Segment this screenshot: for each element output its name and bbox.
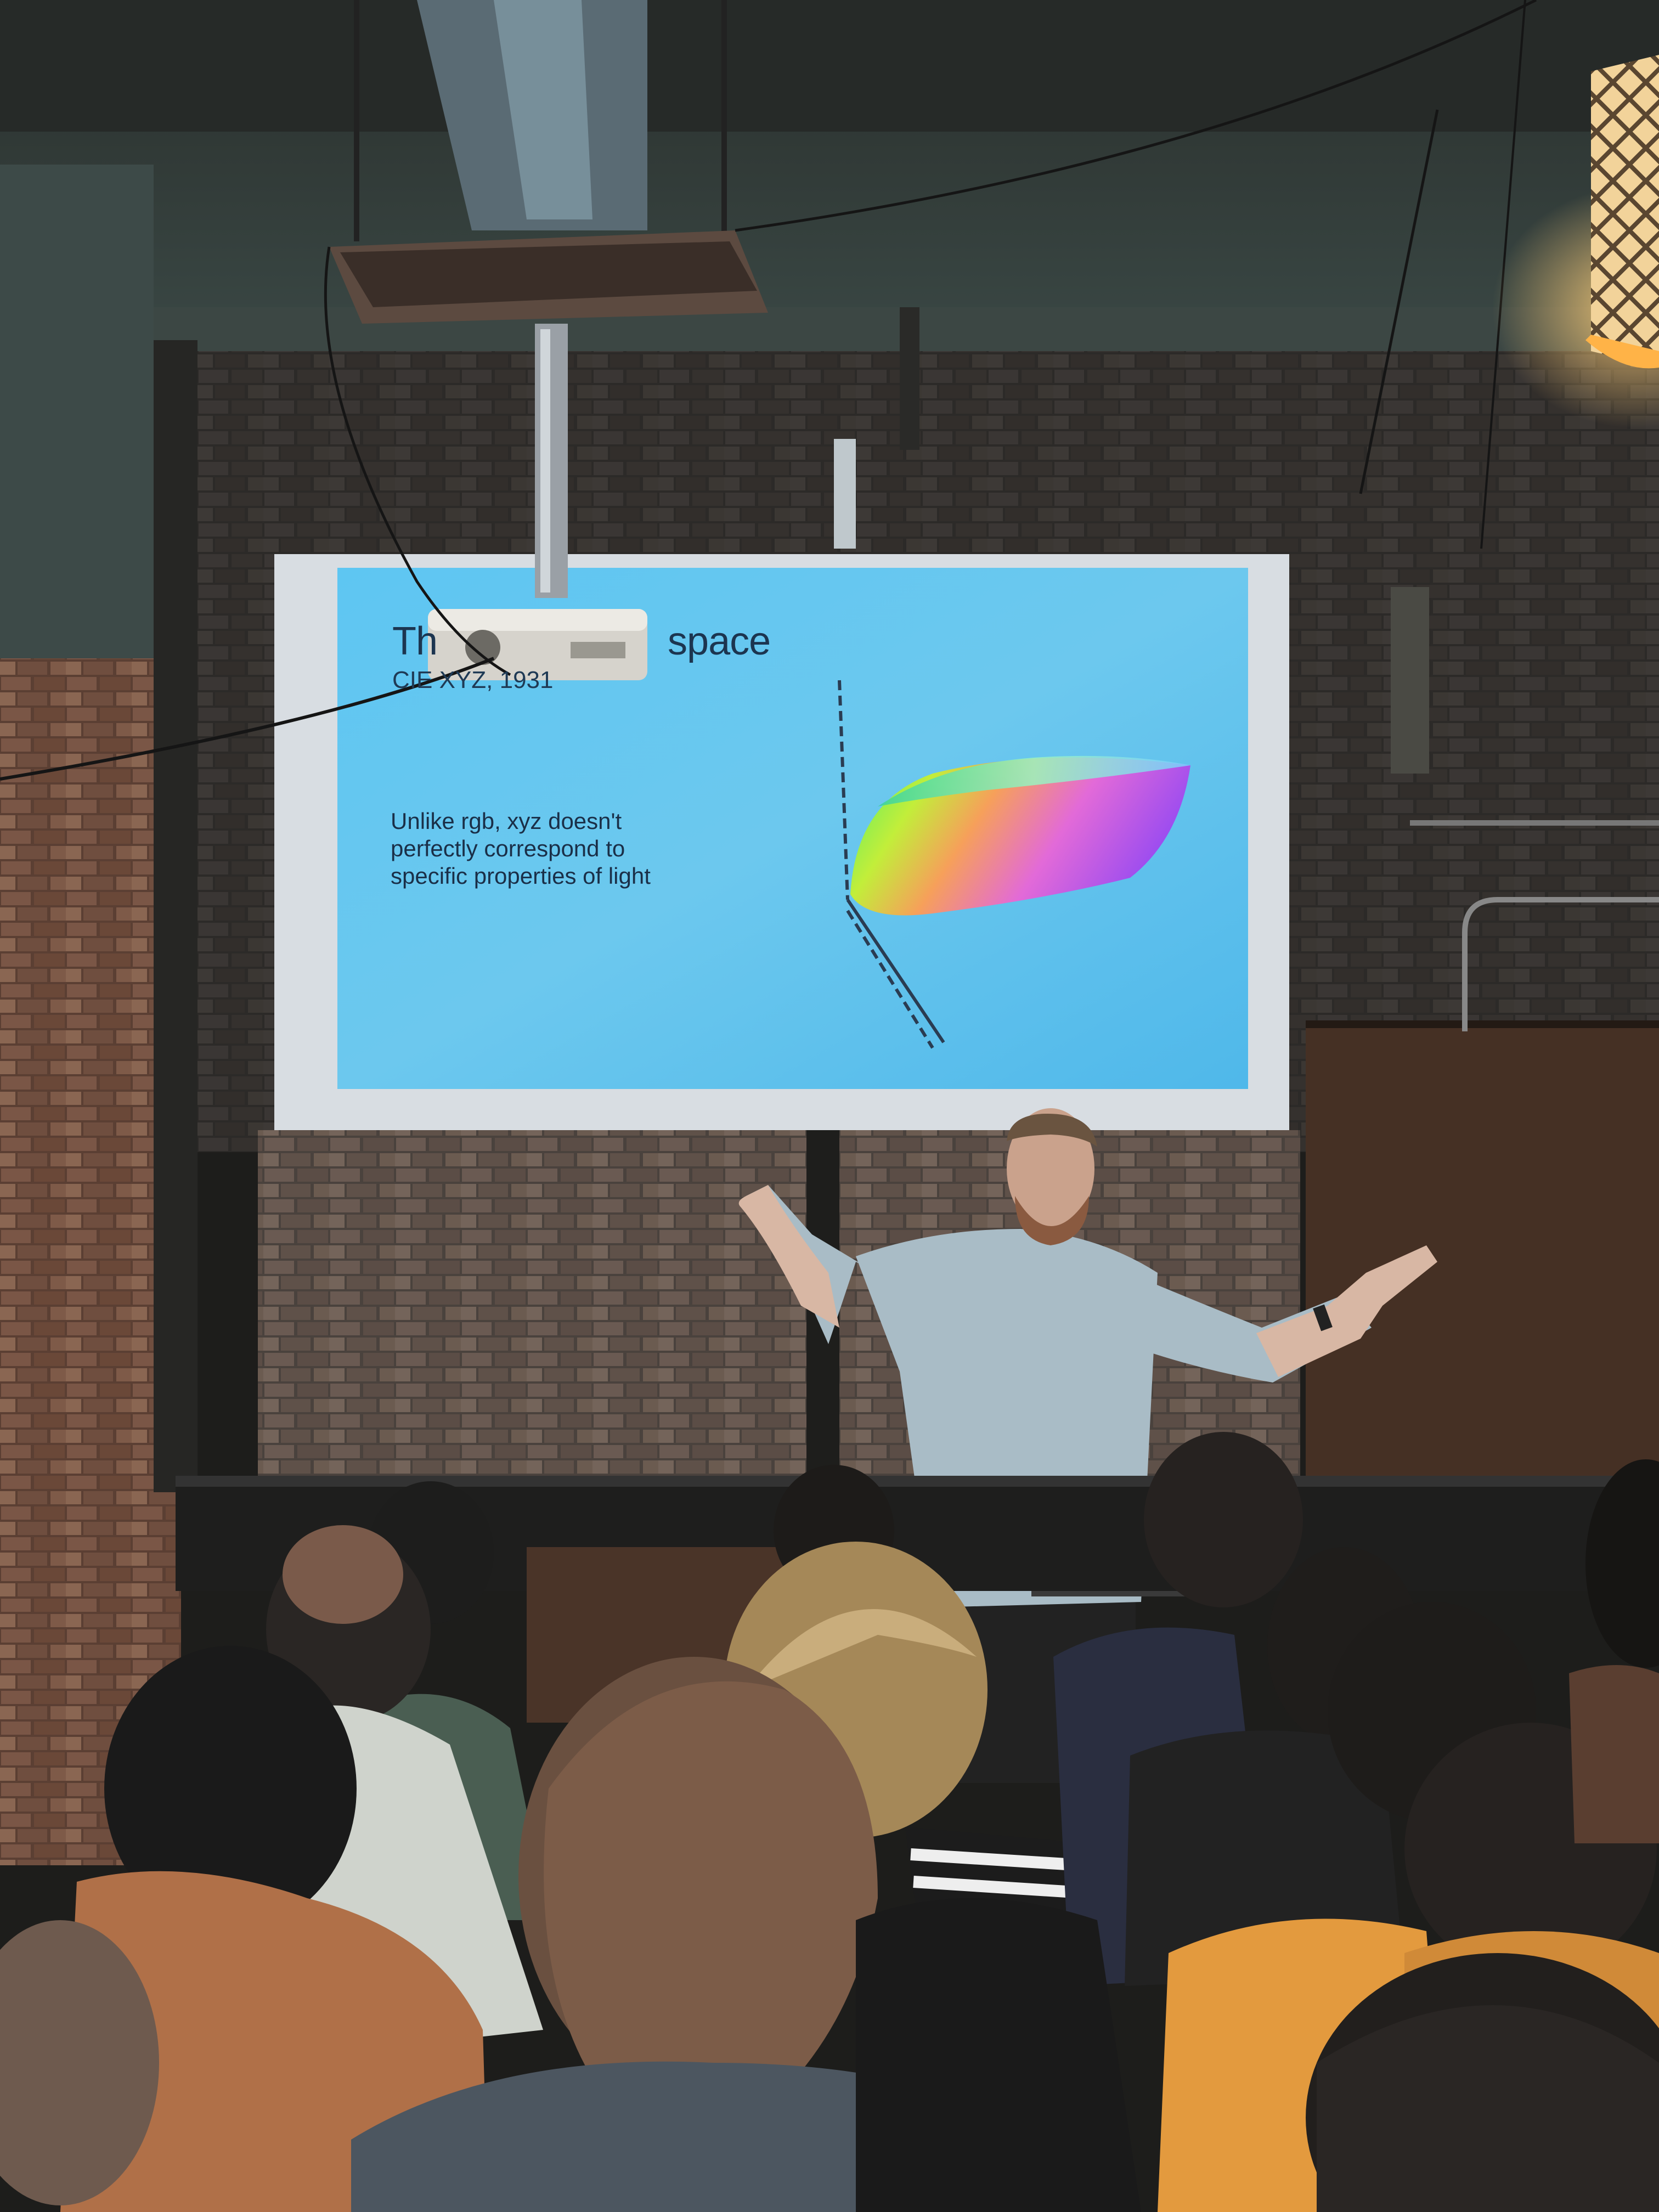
slide-subtitle: CIE XYZ, 1931 [392, 667, 554, 693]
audience [0, 1432, 1659, 2212]
pendant-lamp [1492, 55, 1659, 428]
left-brick-pillar [0, 658, 181, 1865]
wooden-door [1306, 1026, 1659, 1487]
slide-body-text: Unlike rgb, xyz doesn't perfectly corres… [391, 808, 651, 889]
slide-title-right: space [668, 619, 771, 663]
slide-title: Th space [392, 619, 771, 664]
xyz-color-gamut [850, 755, 1190, 916]
slide-3d-axes [838, 680, 945, 1049]
projector-mount [329, 0, 768, 598]
slide-title-left: Th [392, 619, 438, 663]
